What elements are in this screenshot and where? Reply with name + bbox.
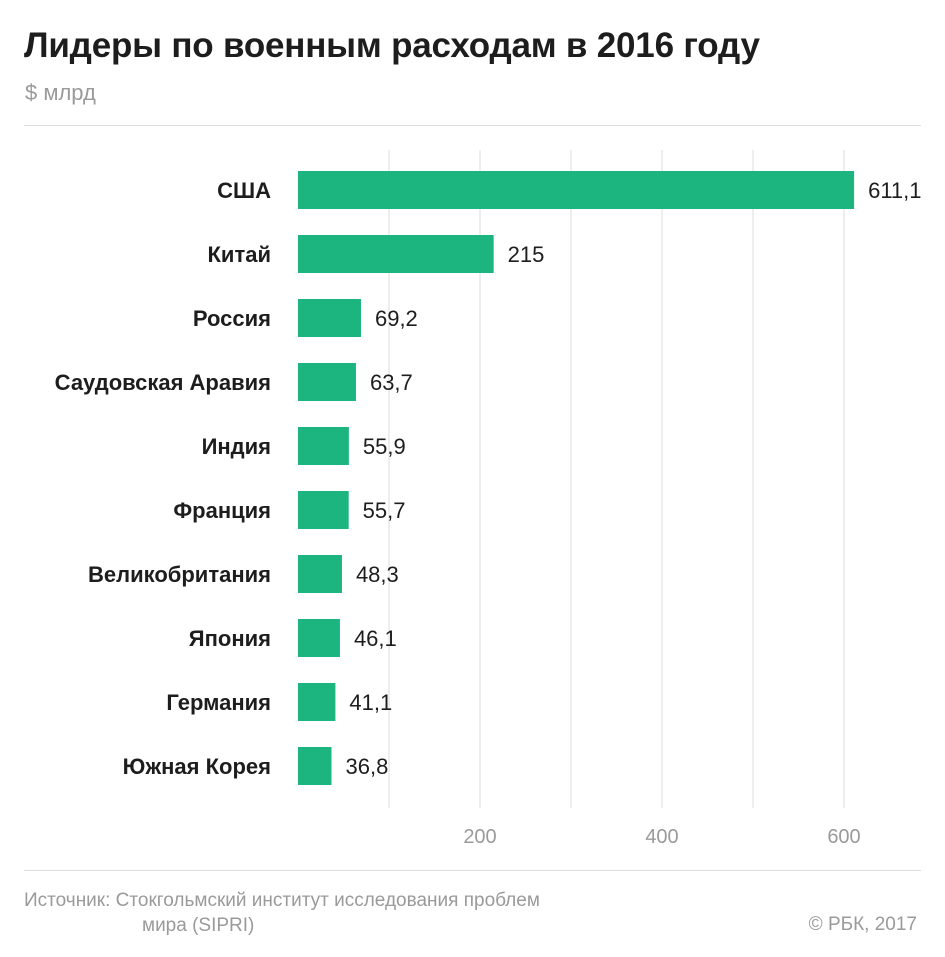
value-label-8: 41,1: [349, 690, 392, 715]
source-line-2: мира (SIPRI): [142, 915, 255, 936]
bar-2: [298, 299, 361, 337]
value-label-7: 46,1: [354, 626, 397, 651]
category-label-8: Германия: [166, 690, 271, 715]
category-label-7: Япония: [189, 626, 271, 651]
source-note: Источник: Стокгольмский институт исследо…: [24, 888, 540, 938]
divider-bottom: [24, 870, 921, 871]
value-label-9: 36,8: [345, 754, 388, 779]
copyright: © РБК, 2017: [808, 914, 917, 935]
bar-9: [298, 747, 332, 785]
bar-8: [298, 683, 336, 721]
category-label-3: Саудовская Аравия: [55, 370, 271, 395]
bar-5: [298, 491, 349, 529]
bar-1: [298, 235, 494, 273]
x-tick-label-400: 400: [645, 826, 678, 848]
divider-top: [24, 125, 921, 126]
value-label-2: 69,2: [375, 306, 418, 331]
value-label-4: 55,9: [363, 434, 406, 459]
category-label-6: Великобритания: [88, 562, 271, 587]
bar-0: [298, 171, 855, 209]
category-label-2: Россия: [193, 306, 271, 331]
bar-chart: 200 400 600 США 611,1 Китай 215 Россия 69,2 Саудо…: [55, 150, 922, 848]
chart-title: Лидеры по военным расходам в 2016 году: [24, 26, 760, 65]
value-label-3: 63,7: [370, 370, 413, 395]
value-label-5: 55,7: [363, 498, 406, 523]
bar-3: [298, 363, 356, 401]
bar-4: [298, 427, 349, 465]
x-tick-label-600: 600: [827, 826, 860, 848]
category-label-5: Франция: [173, 498, 271, 523]
bar-7: [298, 619, 340, 657]
category-label-1: Китай: [208, 242, 272, 267]
category-label-0: США: [217, 178, 271, 203]
value-label-6: 48,3: [356, 562, 399, 587]
x-tick-label-200: 200: [463, 826, 496, 848]
chart-unit: $ млрд: [25, 80, 96, 105]
category-label-9: Южная Корея: [123, 754, 271, 779]
source-line-1: Источник: Стокгольмский институт исследо…: [24, 890, 540, 911]
value-label-0: 611,1: [868, 178, 921, 203]
bar-6: [298, 555, 342, 593]
value-label-1: 215: [508, 242, 545, 267]
category-label-4: Индия: [202, 434, 271, 459]
